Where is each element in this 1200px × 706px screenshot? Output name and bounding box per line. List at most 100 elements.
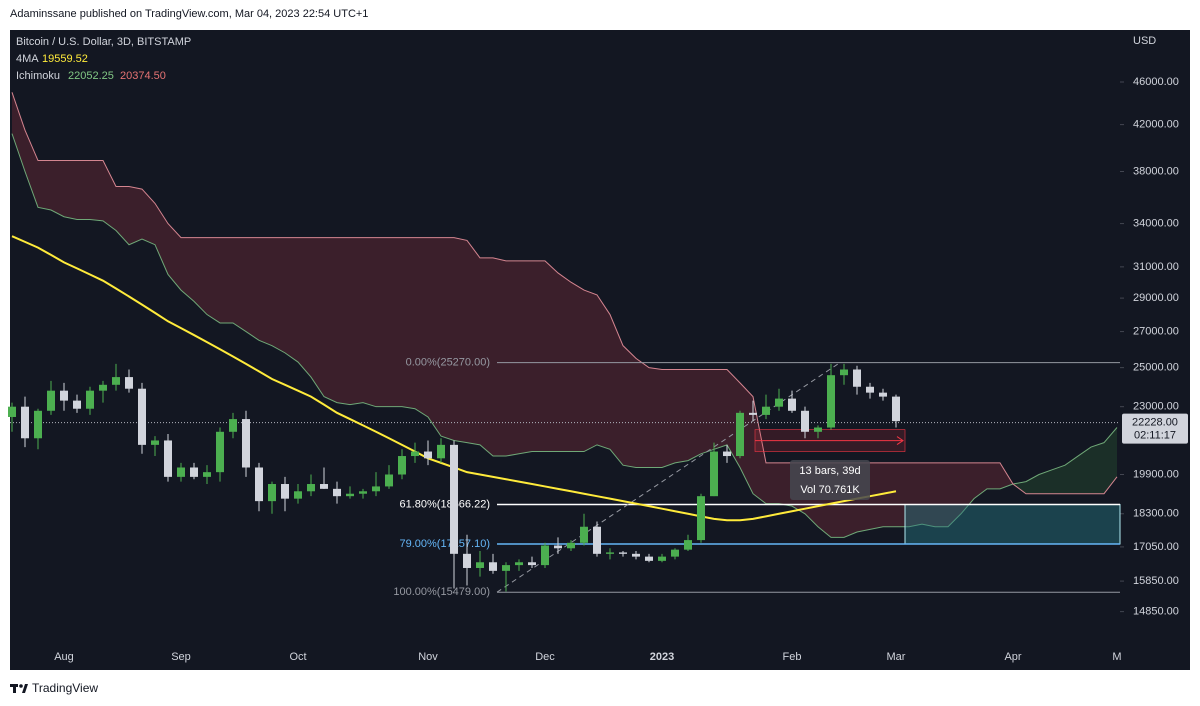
candle-body — [346, 493, 354, 497]
candle-body — [21, 406, 29, 439]
candle-body — [476, 562, 484, 568]
cloud-segment — [909, 462, 922, 527]
x-tick-label: Nov — [418, 651, 438, 663]
cloud-segment — [272, 237, 285, 353]
candle-body — [398, 456, 406, 475]
logo-part — [13, 684, 16, 693]
candle-body — [242, 419, 250, 468]
y-tick-label: 23000.00 — [1133, 401, 1179, 413]
candle-body — [658, 556, 666, 561]
logo-part — [19, 684, 23, 688]
cloud-segment — [402, 237, 415, 409]
x-tick-label: Dec — [535, 651, 555, 663]
candle-body — [320, 484, 328, 489]
cloud-segment — [571, 282, 584, 452]
cloud-segment — [1026, 474, 1039, 494]
y-tick-label: 15850.00 — [1133, 575, 1179, 587]
cloud-segment — [1104, 427, 1117, 494]
position-box — [904, 503, 1121, 545]
cloud-segment — [896, 462, 909, 527]
ichimoku-span-b-last: 20374.50 — [120, 70, 166, 82]
y-tick-label: 34000.00 — [1133, 217, 1179, 229]
x-tick-label: Aug — [54, 651, 74, 663]
candle-body — [411, 451, 419, 457]
cloud-segment — [155, 203, 168, 275]
published-line: Adaminssane published on TradingView.com… — [10, 8, 368, 20]
candle-body — [502, 565, 510, 571]
cloud-segment — [207, 237, 220, 323]
cloud-segment — [779, 462, 792, 507]
cloud-segment — [441, 237, 454, 441]
cloud-segment — [688, 369, 701, 461]
cloud-segment — [662, 369, 675, 468]
candle-body — [528, 562, 536, 566]
y-tick-label: 27000.00 — [1133, 325, 1179, 337]
candle-body — [73, 400, 81, 409]
cloud-segment — [376, 237, 389, 407]
cloud-segment — [883, 462, 896, 527]
candle-body — [749, 412, 757, 415]
cloud-segment — [233, 237, 246, 332]
x-tick-label: Sep — [171, 651, 191, 663]
cloud-segment — [64, 160, 77, 220]
cloud-segment — [259, 237, 272, 346]
cloud-segment — [610, 314, 623, 466]
candle-body — [684, 540, 692, 550]
candle-body — [489, 562, 497, 571]
cloud-segment — [675, 369, 688, 463]
candle-body — [463, 553, 471, 568]
cloud-segment — [51, 160, 64, 217]
brand: TradingView — [32, 681, 98, 695]
measure-label-box — [790, 460, 870, 500]
candle-body — [268, 484, 276, 502]
candle-body — [307, 484, 315, 492]
candle-body — [229, 419, 237, 432]
cloud-segment — [142, 189, 155, 245]
cloud-segment — [181, 237, 194, 302]
fib-label: 79.00%(17157.10) — [399, 538, 490, 550]
candle-body — [879, 392, 887, 397]
cloud-segment — [701, 369, 714, 454]
cloud-segment — [220, 237, 233, 323]
cloud-segment — [1078, 447, 1091, 494]
candle-body — [138, 388, 146, 445]
cloud-segment — [25, 130, 38, 208]
plot-background — [10, 30, 1190, 670]
cloud-segment — [324, 237, 337, 403]
x-tick-label: Feb — [783, 651, 802, 663]
logo-part — [22, 684, 28, 693]
candle-body — [450, 444, 458, 554]
ma-name: 4MA — [16, 53, 39, 65]
cloud-segment — [415, 237, 428, 417]
cloud-segment — [636, 358, 649, 468]
candle-body — [151, 440, 159, 445]
candle-body — [814, 427, 822, 432]
cloud-segment — [337, 237, 350, 405]
y-tick-label: 38000.00 — [1133, 165, 1179, 177]
cloud-segment — [103, 160, 116, 231]
x-tick-label: Oct — [289, 651, 306, 663]
candle-body — [723, 451, 731, 457]
cloud-segment — [870, 462, 883, 530]
cloud-segment — [1000, 462, 1013, 489]
candle-body — [372, 486, 380, 492]
countdown: 02:11:17 — [1134, 430, 1176, 442]
cloud-segment — [363, 237, 376, 407]
candle-body — [359, 491, 367, 494]
candle-body — [541, 545, 549, 566]
candle-body — [801, 410, 809, 432]
cloud-segment — [246, 237, 259, 341]
cloud-segment — [454, 237, 467, 443]
cloud-segment — [532, 260, 545, 452]
candle-body — [619, 552, 627, 554]
measure-arrowhead — [896, 436, 904, 446]
candle-body — [788, 398, 796, 411]
candle-body — [47, 390, 55, 411]
cloud-segment — [922, 462, 935, 527]
candle-body — [827, 375, 835, 428]
candle-body — [86, 390, 94, 409]
measure-volume: Vol 70.761K — [800, 484, 860, 496]
cloud-segment — [298, 237, 311, 378]
y-tick-label: 17050.00 — [1133, 541, 1179, 553]
candle-body — [697, 496, 705, 541]
